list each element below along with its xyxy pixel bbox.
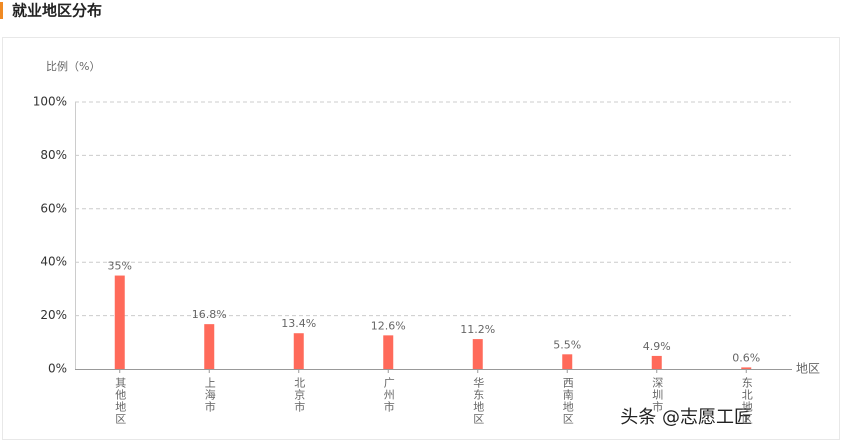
y-tick-label: 0%: [48, 362, 67, 376]
data-label: 4.9%: [643, 340, 671, 353]
x-tick-label: 深圳市: [651, 377, 664, 413]
x-tick-label: 东北地区: [740, 377, 753, 425]
x-tick-label: 其他地区: [114, 377, 127, 425]
y-tick-label: 20%: [40, 308, 67, 322]
section-title: 就业地区分布: [12, 2, 102, 20]
x-axis-label: 地区: [796, 362, 820, 376]
bar: [114, 275, 125, 369]
bar: [383, 335, 394, 369]
data-label: 35%: [108, 260, 132, 273]
x-tick-label: 上海市: [203, 377, 216, 413]
data-label: 0.6%: [732, 351, 760, 364]
y-tick-label: 100%: [33, 95, 67, 109]
bar: [562, 354, 573, 369]
y-tick-label: 60%: [40, 201, 67, 215]
x-tick-label: 西南地区: [561, 377, 574, 425]
data-label: 12.6%: [371, 319, 406, 332]
bar: [472, 339, 483, 369]
data-label: 13.4%: [281, 317, 316, 330]
y-axis-label: 比例（%）: [46, 59, 100, 73]
y-tick-label: 80%: [40, 148, 67, 162]
bar: [651, 355, 662, 369]
y-tick-label: 40%: [40, 255, 67, 269]
x-tick-label: 北京市: [293, 377, 306, 413]
data-label: 11.2%: [460, 323, 495, 336]
watermark: 头条 @志愿工匠: [620, 407, 752, 428]
x-tick-label: 华东地区: [472, 376, 485, 425]
panel: [2, 37, 840, 440]
bar: [741, 367, 752, 369]
title-accent: [0, 2, 3, 19]
data-label: 16.8%: [192, 308, 227, 321]
x-tick-label: 广州市: [382, 377, 395, 413]
data-label: 5.5%: [553, 338, 581, 351]
bar: [204, 324, 215, 369]
bar: [293, 333, 304, 369]
